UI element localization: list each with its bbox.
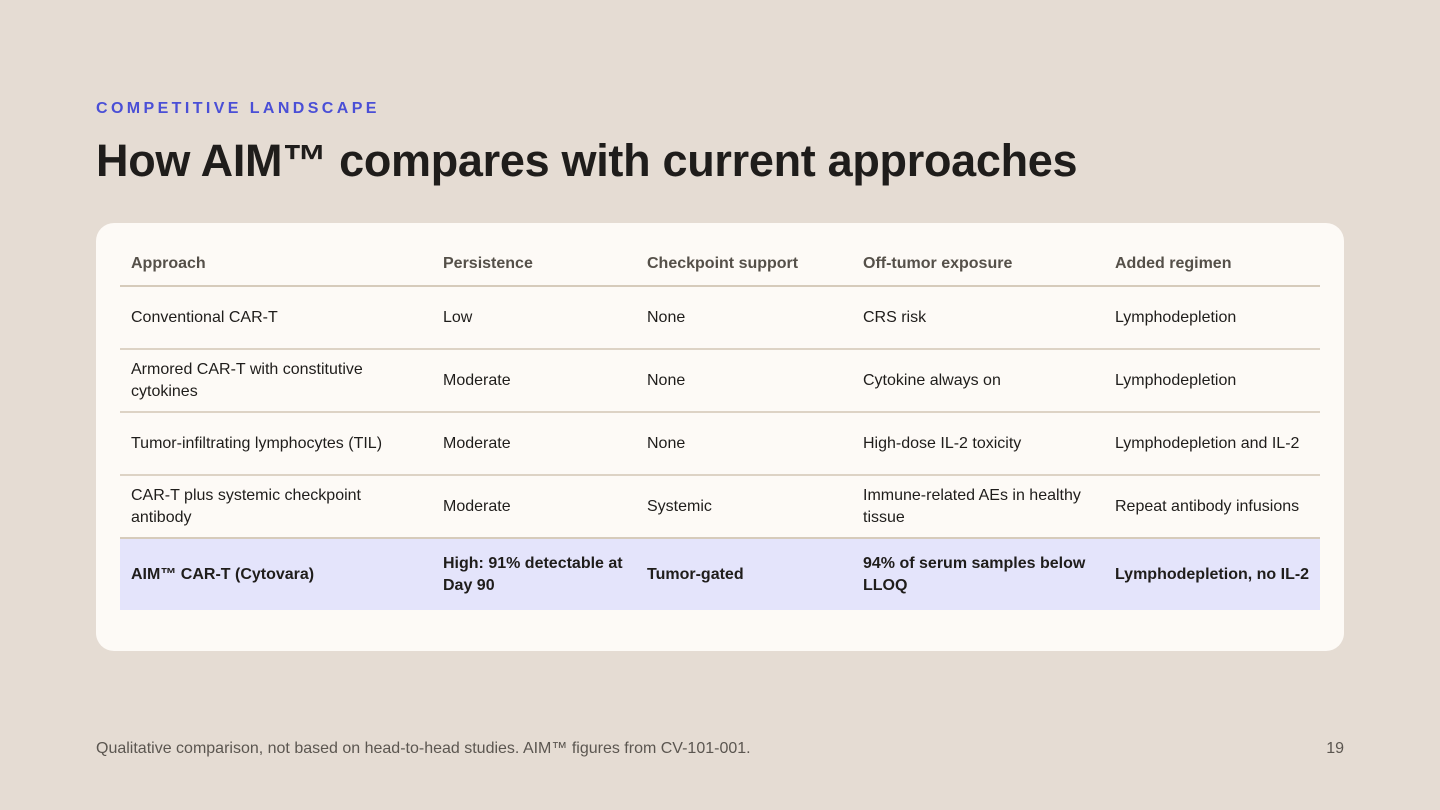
cell-approach: Armored CAR-T with constitutive cytokine… — [120, 349, 432, 413]
cell-persistence: Moderate — [432, 412, 636, 476]
header-persistence: Persistence — [432, 243, 636, 287]
cell-added-regimen: Lymphodepletion — [1104, 349, 1320, 413]
cell-added-regimen: Lymphodepletion, no IL-2 — [1104, 538, 1320, 610]
table-row: Armored CAR-T with constitutive cytokine… — [120, 349, 1320, 413]
table-row: Tumor-infiltrating lymphocytes (TIL) Mod… — [120, 412, 1320, 476]
page-number: 19 — [1326, 740, 1344, 757]
cell-checkpoint-support: Systemic — [636, 475, 852, 539]
cell-added-regimen: Lymphodepletion and IL-2 — [1104, 412, 1320, 476]
table-row-highlighted: AIM™ CAR-T (Cytovara) High: 91% detectab… — [120, 538, 1320, 610]
cell-approach: Tumor-infiltrating lymphocytes (TIL) — [120, 412, 432, 476]
cell-off-tumor-exposure: Immune-related AEs in healthy tissue — [852, 475, 1104, 539]
table-row: CAR-T plus systemic checkpoint antibody … — [120, 475, 1320, 539]
cell-added-regimen: Repeat antibody infusions — [1104, 475, 1320, 539]
header-added-regimen: Added regimen — [1104, 243, 1320, 287]
cell-persistence: Low — [432, 286, 636, 350]
cell-checkpoint-support: None — [636, 412, 852, 476]
cell-off-tumor-exposure: 94% of serum samples below LLOQ — [852, 538, 1104, 610]
cell-approach: AIM™ CAR-T (Cytovara) — [120, 538, 432, 610]
cell-off-tumor-exposure: High-dose IL-2 toxicity — [852, 412, 1104, 476]
header-approach: Approach — [120, 243, 432, 287]
header-checkpoint-support: Checkpoint support — [636, 243, 852, 287]
eyebrow-label: COMPETITIVE LANDSCAPE — [96, 100, 380, 117]
cell-checkpoint-support: None — [636, 286, 852, 350]
footnote: Qualitative comparison, not based on hea… — [96, 740, 751, 757]
cell-persistence: High: 91% detectable at Day 90 — [432, 538, 636, 610]
table-row: Conventional CAR-T Low None CRS risk Lym… — [120, 286, 1320, 350]
cell-checkpoint-support: Tumor-gated — [636, 538, 852, 610]
comparison-card: Approach Persistence Checkpoint support … — [96, 223, 1344, 651]
cell-persistence: Moderate — [432, 475, 636, 539]
table-header-row: Approach Persistence Checkpoint support … — [120, 243, 1320, 287]
cell-persistence: Moderate — [432, 349, 636, 413]
cell-checkpoint-support: None — [636, 349, 852, 413]
cell-off-tumor-exposure: CRS risk — [852, 286, 1104, 350]
slide-title: How AIM™ compares with current approache… — [96, 135, 1078, 186]
cell-approach: Conventional CAR-T — [120, 286, 432, 350]
cell-off-tumor-exposure: Cytokine always on — [852, 349, 1104, 413]
header-off-tumor-exposure: Off-tumor exposure — [852, 243, 1104, 287]
cell-added-regimen: Lymphodepletion — [1104, 286, 1320, 350]
comparison-table: Approach Persistence Checkpoint support … — [120, 243, 1320, 610]
cell-approach: CAR-T plus systemic checkpoint antibody — [120, 475, 432, 539]
